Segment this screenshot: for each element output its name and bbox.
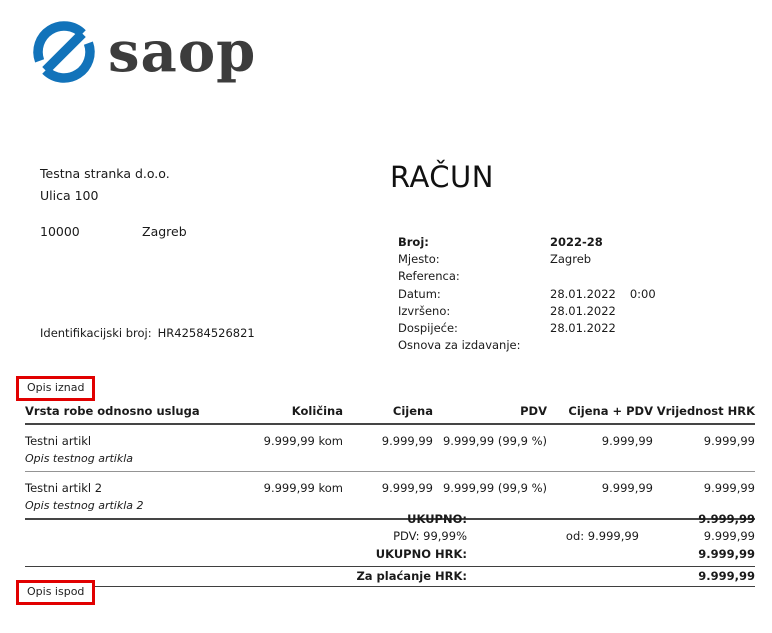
vat-row: PDV: 99,99% od: 9.999,99 9.999,99 — [25, 528, 755, 546]
item-quantity: 9.999,99 kom — [263, 434, 343, 448]
field-osnova: Osnova za izdavanje: — [398, 337, 656, 354]
item-price: 9.999,99 — [381, 481, 433, 495]
total-hrk-row: UKUPNO HRK: 9.999,99 — [25, 545, 755, 563]
field-mjesto: Mjesto: Zagreb — [398, 250, 656, 267]
saop-wordmark: saop — [108, 19, 257, 85]
vat-value: 9.999,99 — [703, 529, 755, 544]
col-header-quantity: Količina — [215, 404, 343, 425]
item-quantity: 9.999,99 kom — [263, 481, 343, 495]
total-value: 9.999,99 — [698, 511, 755, 526]
item-description: Opis testnog artikla — [25, 448, 755, 472]
field-label: Mjesto: — [398, 251, 440, 266]
item-name: Testni artikl 2 — [25, 481, 103, 495]
invoice-info-fields: Broj: 2022-28 Mjesto: Zagreb Referenca: … — [398, 233, 656, 354]
item-price-with-vat: 9.999,99 — [601, 434, 653, 448]
item-name: Testni artikl — [25, 434, 92, 448]
customer-postal-code: 10000 — [40, 224, 80, 239]
col-header-price: Cijena — [343, 404, 433, 425]
identification-number-line: Identifikacijski broj: HR42584526821 — [40, 326, 255, 340]
brand-header: saop — [28, 16, 256, 88]
customer-name: Testna stranka d.o.o. — [40, 166, 170, 181]
saop-logo-icon — [33, 21, 95, 83]
item-value-hrk: 9.999,99 — [703, 434, 755, 448]
customer-city: Zagreb — [142, 224, 187, 239]
items-table: Vrsta robe odnosno usluga Količina Cijen… — [25, 404, 755, 520]
col-header-price-with-vat: Cijena + PDV — [547, 404, 653, 425]
field-dospijece: Dospijeće: 28.01.2022 — [398, 319, 656, 336]
customer-city-line: 10000 Zagreb — [40, 221, 187, 243]
table-row-description: Opis testnog artikla — [25, 448, 755, 472]
payable-value: 9.999,99 — [698, 569, 755, 584]
description-above-field: Opis iznad — [16, 376, 96, 401]
id-value: HR42584526821 — [157, 326, 255, 340]
field-datum: Datum: 28.01.2022 0:00 — [398, 285, 656, 302]
field-value: 2022-28 — [550, 234, 603, 249]
field-label: Broj: — [398, 234, 429, 249]
col-header-item: Vrsta robe odnosno usluga — [25, 404, 215, 425]
customer-block: Testna stranka d.o.o. Ulica 100 10000 Zag… — [40, 163, 187, 243]
field-label: Osnova za izdavanje: — [398, 338, 521, 353]
payable-label: Za plaćanje HRK: — [356, 569, 467, 584]
field-referenca: Referenca: — [398, 268, 656, 285]
col-header-vat: PDV — [433, 404, 547, 425]
totals-section: UKUPNO: 9.999,99 PDV: 99,99% od: 9.999,9… — [25, 510, 755, 587]
item-vat: 9.999,99 (99,9 %) — [442, 481, 547, 495]
total-hrk-label: UKUPNO HRK: — [375, 546, 467, 561]
item-description: Opis testnog artikla 2 — [25, 495, 755, 520]
field-value: 28.01.2022 — [550, 303, 616, 318]
page-title: RAČUN — [390, 160, 494, 194]
field-time-value: 0:00 — [629, 286, 656, 301]
item-value-hrk: 9.999,99 — [703, 481, 755, 495]
customer-street: Ulica 100 — [40, 188, 99, 203]
table-header-row: Vrsta robe odnosno usluga Količina Cijen… — [25, 404, 755, 425]
total-label: UKUPNO: — [407, 511, 467, 526]
field-value: 28.01.2022 — [550, 321, 616, 336]
table-row: Testni artikl 2 9.999,99 kom 9.999,99 9.… — [25, 472, 755, 495]
field-izvrseno: Izvršeno: 28.01.2022 — [398, 302, 656, 319]
field-broj: Broj: 2022-28 — [398, 233, 656, 250]
field-label: Izvršeno: — [398, 303, 451, 318]
total-row: UKUPNO: 9.999,99 — [25, 510, 755, 528]
item-vat: 9.999,99 (99,9 %) — [442, 434, 547, 448]
field-label: Datum: — [398, 286, 441, 301]
item-price-with-vat: 9.999,99 — [601, 481, 653, 495]
item-price: 9.999,99 — [381, 434, 433, 448]
table-row: Testni artikl 9.999,99 kom 9.999,99 9.99… — [25, 424, 755, 448]
total-hrk-value: 9.999,99 — [698, 546, 755, 561]
field-label: Referenca: — [398, 269, 460, 284]
vat-label: PDV: 99,99% — [393, 529, 467, 544]
field-label: Dospijeće: — [398, 321, 458, 336]
table-row-description: Opis testnog artikla 2 — [25, 495, 755, 520]
field-value: 28.01.2022 — [550, 286, 616, 301]
col-header-value-hrk: Vrijednost HRK — [653, 404, 755, 425]
field-value: Zagreb — [550, 251, 592, 266]
description-below-field: Opis ispod — [16, 580, 96, 605]
vat-base: od: 9.999,99 — [565, 529, 639, 544]
id-label: Identifikacijski broj: — [40, 326, 152, 340]
payable-row: Za plaćanje HRK: 9.999,99 — [25, 565, 755, 587]
